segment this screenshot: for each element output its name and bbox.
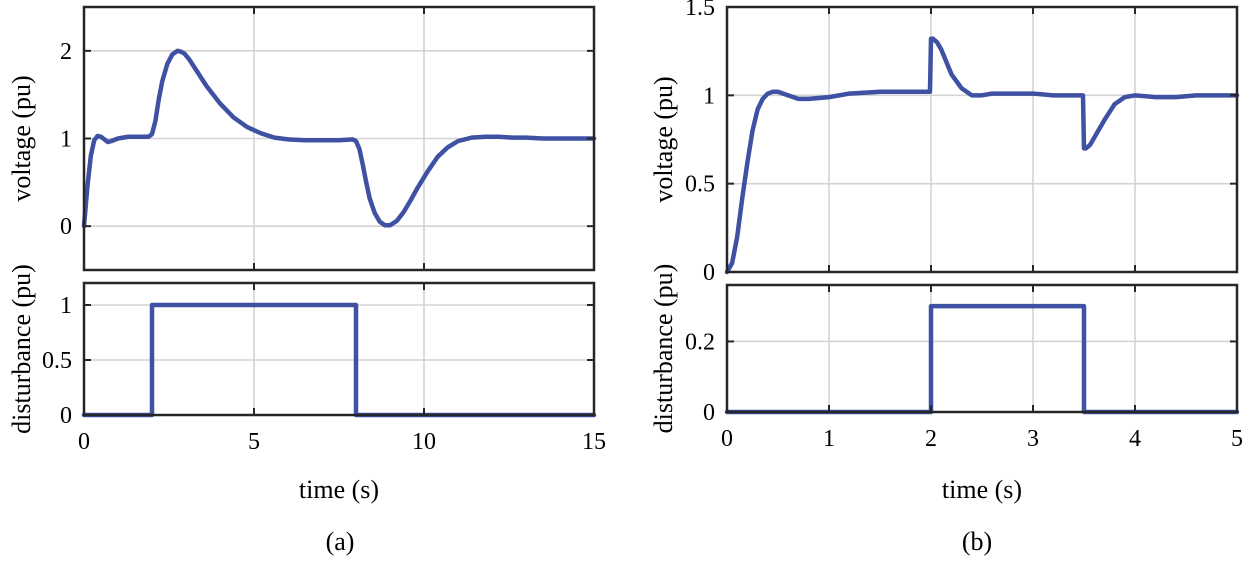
y-tick-label: 0.5 — [42, 348, 72, 374]
y-tick-label: 0 — [703, 400, 715, 426]
y-axis-label: voltage (pu) — [7, 75, 36, 201]
axes-frame — [725, 5, 1239, 274]
x-tick-label: 5 — [1231, 426, 1243, 452]
y-tick-label: 2 — [60, 39, 72, 65]
series-line-voltage — [81, 48, 597, 229]
y-tick-label: 0.2 — [685, 329, 715, 355]
y-axis-label: voltage (pu) — [649, 76, 678, 202]
y-tick-label: 0 — [60, 403, 72, 429]
y-tick-label: 0.5 — [685, 172, 715, 198]
series-line-disturbance — [724, 303, 1240, 415]
x-tick-label: 10 — [412, 429, 436, 455]
y-tick-label: 1 — [60, 293, 72, 319]
axes-frame — [725, 283, 1239, 414]
y-tick-label: 0 — [60, 214, 72, 240]
x-tick-label: 2 — [925, 426, 937, 452]
panel-b-voltage: 0 0.5 1 1.5 voltage (pu) — [649, 0, 1240, 286]
x-tick-label: 4 — [1129, 426, 1141, 452]
x-tick-label: 3 — [1027, 426, 1039, 452]
panel-a-disturbance: 0 0.5 1 disturbance (pu) — [7, 264, 597, 434]
y-tick-label: 1.5 — [685, 0, 715, 21]
x-tick-label: 0 — [721, 426, 733, 452]
x-axis-label: time (s) — [299, 475, 379, 504]
subfigure-caption: (a) — [326, 527, 355, 556]
x-tick-label: 15 — [582, 429, 606, 455]
y-axis-label: disturbance (pu) — [7, 264, 36, 434]
chart-a: 0 1 2 voltage (pu) 0 0.5 1 disturbance (pu) 0 5 10… — [7, 5, 606, 556]
x-tick-label: 5 — [248, 429, 260, 455]
y-axis-label: disturbance (pu) — [649, 264, 678, 434]
panel-a-voltage: 0 1 2 voltage (pu) — [7, 5, 597, 272]
x-tick-label: 0 — [78, 429, 90, 455]
axes-frame — [82, 281, 596, 417]
x-tick-label: 1 — [823, 426, 835, 452]
y-tick-label: 1 — [703, 83, 715, 109]
y-tick-label: 0 — [703, 260, 715, 286]
y-tick-label: 1 — [60, 127, 72, 153]
x-axis-label: time (s) — [942, 475, 1022, 504]
chart-b: 0 0.5 1 1.5 voltage (pu) 0 0.2 disturbance (pu)… — [649, 0, 1243, 556]
series-line-voltage — [724, 36, 1240, 275]
panel-b-disturbance: 0 0.2 disturbance (pu) — [649, 264, 1240, 434]
subfigure-caption: (b) — [962, 527, 992, 556]
